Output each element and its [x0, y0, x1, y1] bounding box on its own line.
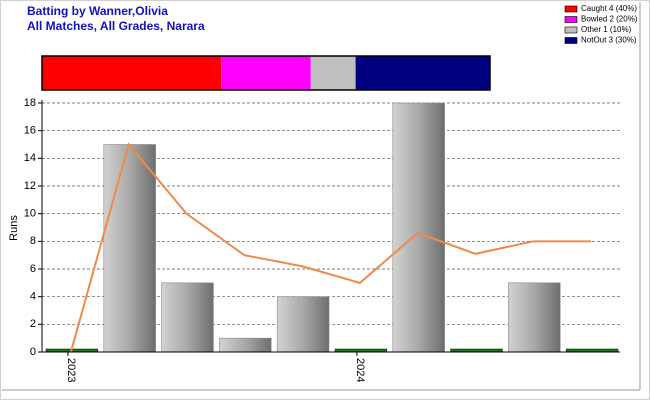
- bar: [508, 282, 561, 353]
- legend-label: Other 1 (10%): [581, 25, 632, 34]
- chart-subtitle: All Matches, All Grades, Narara: [27, 19, 205, 33]
- y-tick-label: 14: [24, 152, 36, 164]
- legend-swatch: [564, 26, 578, 34]
- dismissal-segment: [310, 56, 356, 90]
- chart-title: Batting by Wanner,Olivia: [27, 4, 168, 18]
- bar: [103, 144, 156, 353]
- legend-label: Caught 4 (40%): [581, 4, 637, 13]
- y-tick-label: 8: [30, 235, 36, 247]
- y-tick-label: 12: [24, 180, 36, 192]
- legend-label: NotOut 3 (30%): [581, 36, 637, 45]
- y-tick-label: 18: [24, 97, 36, 109]
- legend-swatch: [564, 5, 578, 13]
- bar: [392, 102, 445, 353]
- dismissal-segment: [42, 56, 222, 90]
- bar: [161, 282, 214, 353]
- average-line: [69, 142, 592, 353]
- y-tick-label: 10: [24, 208, 36, 220]
- bar: [276, 296, 330, 353]
- y-tick-label: 0: [30, 346, 36, 358]
- y-tick-label: 4: [30, 291, 36, 303]
- dismissal-segment: [221, 56, 311, 90]
- dismissal-segment: [355, 56, 490, 90]
- legend-swatch: [564, 16, 578, 23]
- x-tick-label: 2023: [65, 358, 77, 382]
- x-tick-label: 2024: [354, 358, 366, 382]
- bar: [219, 337, 272, 353]
- legend-label: Bowled 2 (20%): [581, 15, 638, 24]
- legend-swatch: [564, 37, 578, 44]
- y-axis-label: Runs: [8, 215, 20, 241]
- dismissal-border: [41, 55, 491, 91]
- y-tick-label: 16: [24, 125, 36, 137]
- y-tick-label: 6: [30, 263, 36, 275]
- y-tick-label: 2: [30, 318, 36, 330]
